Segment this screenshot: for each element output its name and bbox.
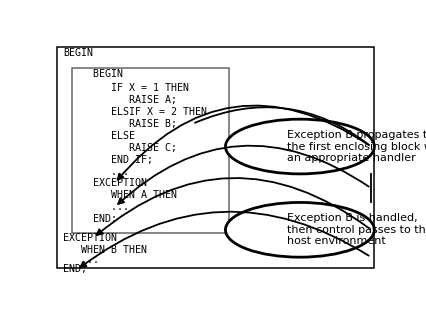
Text: RAISE C;: RAISE C;	[75, 143, 176, 153]
Text: EXCEPTION: EXCEPTION	[63, 233, 117, 243]
Text: END;: END;	[63, 264, 87, 274]
Text: ...: ...	[63, 255, 99, 265]
Text: WHEN A THEN: WHEN A THEN	[75, 190, 176, 200]
Text: Exception B propagates to
the first enclosing block with
an appropriate handler: Exception B propagates to the first encl…	[286, 130, 426, 163]
Text: BEGIN: BEGIN	[75, 69, 123, 79]
Text: ELSE: ELSE	[75, 131, 135, 141]
Bar	[72, 68, 228, 233]
Text: ...: ...	[75, 202, 129, 212]
Text: ELSIF X = 2 THEN: ELSIF X = 2 THEN	[75, 107, 207, 117]
Text: RAISE B;: RAISE B;	[75, 119, 176, 129]
Text: ...: ...	[75, 167, 129, 176]
Text: END IF;: END IF;	[75, 154, 153, 165]
Ellipse shape	[225, 202, 374, 257]
Text: IF X = 1 THEN: IF X = 1 THEN	[75, 83, 188, 93]
Text: BEGIN: BEGIN	[63, 48, 93, 58]
Text: EXCEPTION: EXCEPTION	[75, 178, 147, 188]
Text: WHEN B THEN: WHEN B THEN	[63, 245, 147, 255]
Text: END;: END;	[75, 214, 117, 224]
Text: RAISE A;: RAISE A;	[75, 95, 176, 105]
Text: Exception B is handled,
then control passes to the
host environment: Exception B is handled, then control pas…	[286, 213, 426, 246]
Ellipse shape	[225, 119, 374, 174]
